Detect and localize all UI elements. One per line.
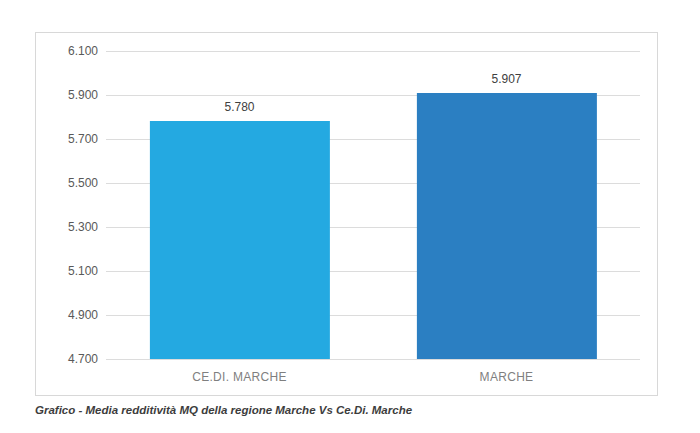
y-tick-label: 5.700: [68, 132, 98, 146]
x-axis: CE.DI. MARCHEMARCHE: [106, 370, 640, 384]
y-tick-label: 5.500: [68, 176, 98, 190]
category-label: CE.DI. MARCHE: [106, 370, 373, 384]
chart-caption: Grafico - Media redditività MQ della reg…: [35, 404, 412, 416]
y-tick-label: 5.100: [68, 264, 98, 278]
bar-value-label: 5.907: [491, 72, 521, 86]
gridline: [106, 359, 640, 360]
category-slot: 5.907: [373, 51, 640, 359]
chart-card: 6.100 5.900 5.700 5.500 5.300 5.100 4.900 4.700…: [35, 32, 658, 396]
page: 6.100 5.900 5.700 5.500 5.300 5.100 4.900 4.700…: [0, 0, 700, 433]
category-slot: 5.780: [106, 51, 373, 359]
bar-marche: [416, 93, 596, 359]
y-tick-label: 4.900: [68, 308, 98, 322]
bar-ce-di-marche: [149, 121, 329, 359]
y-tick-label: 5.900: [68, 88, 98, 102]
y-tick-label: 4.700: [68, 352, 98, 366]
bar-value-label: 5.780: [224, 100, 254, 114]
y-tick-label: 6.100: [68, 44, 98, 58]
y-tick-label: 5.300: [68, 220, 98, 234]
y-axis: 6.1005.9005.7005.5005.3005.1004.9004.700: [44, 51, 98, 359]
category-label: MARCHE: [373, 370, 640, 384]
plot-area: 5.780 5.907: [106, 51, 640, 359]
